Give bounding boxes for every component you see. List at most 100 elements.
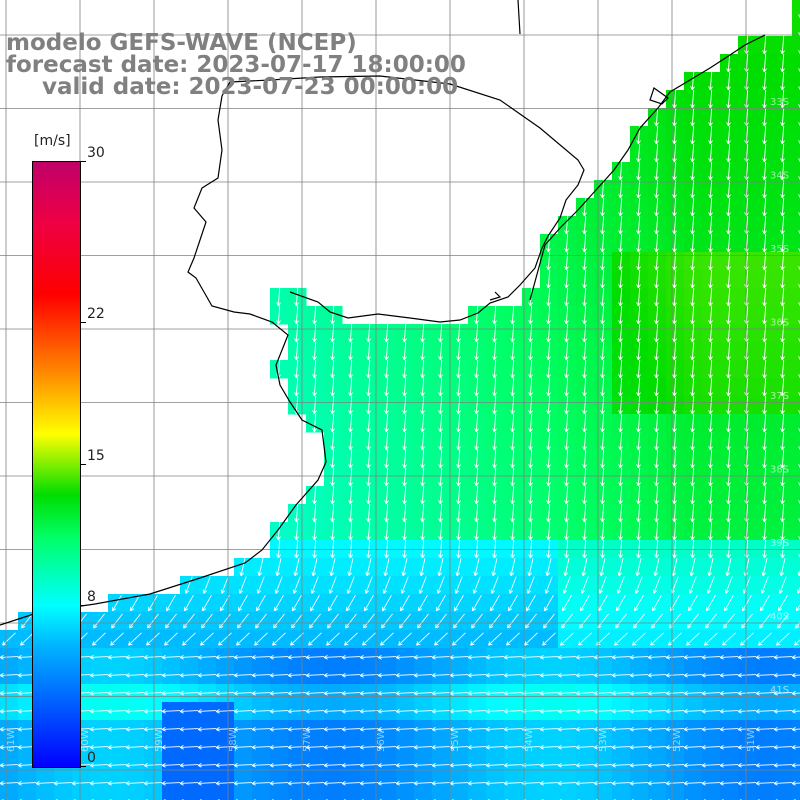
wind-arrow	[701, 690, 721, 696]
wind-arrow	[596, 632, 610, 646]
wind-arrow	[726, 341, 731, 361]
wind-speed-cell	[0, 792, 19, 800]
wind-arrow	[575, 726, 595, 732]
wind-arrow	[329, 558, 336, 577]
wind-arrow	[672, 107, 677, 127]
wind-arrow	[413, 762, 433, 768]
wind-arrow	[654, 233, 659, 253]
wind-arrow	[287, 780, 307, 786]
wind-arrow	[708, 197, 713, 217]
wind-arrow	[510, 449, 515, 469]
wind-arrow	[467, 726, 487, 732]
wind-arrow	[416, 632, 430, 646]
wind-arrow	[564, 503, 569, 523]
longitude-label: 51W	[746, 729, 757, 752]
wind-arrow	[708, 305, 713, 325]
wind-arrow	[492, 359, 497, 379]
wind-arrow	[420, 539, 425, 559]
wind-arrow	[636, 431, 641, 451]
wind-arrow	[690, 359, 695, 379]
wind-arrow	[492, 341, 497, 361]
wind-arrow	[294, 539, 299, 559]
wind-arrow	[652, 576, 661, 594]
wind-arrow	[600, 233, 605, 253]
wind-arrow	[708, 467, 713, 487]
wind-arrow	[636, 341, 641, 361]
wind-arrow	[305, 762, 325, 768]
wind-arrow	[726, 269, 731, 289]
wind-arrow	[687, 613, 699, 629]
wind-arrow	[510, 521, 515, 541]
wind-arrow	[654, 107, 659, 127]
wind-arrow	[377, 744, 397, 750]
wind-arrow	[701, 744, 721, 750]
wind-arrow	[564, 233, 569, 253]
wind-arrow	[636, 413, 641, 433]
wind-arrow	[688, 594, 698, 612]
wind-arrow	[179, 708, 199, 714]
wind-arrow	[564, 323, 569, 343]
wind-arrow	[654, 503, 659, 523]
wind-arrow	[161, 762, 181, 768]
wind-arrow	[251, 726, 271, 732]
wind-arrow	[737, 690, 757, 696]
wind-arrow	[341, 780, 361, 786]
wind-arrow	[582, 377, 587, 397]
wind-arrow	[438, 449, 443, 469]
wind-arrow	[672, 467, 677, 487]
wind-arrow	[182, 632, 196, 646]
wind-arrow	[798, 50, 800, 55]
wind-arrow	[726, 251, 731, 271]
wind-arrow	[708, 179, 713, 199]
wind-arrow	[773, 762, 793, 768]
wind-arrow	[402, 341, 407, 361]
wind-arrow	[420, 341, 425, 361]
wind-arrow	[762, 35, 767, 55]
wind-arrow	[166, 594, 176, 612]
wind-arrow	[636, 359, 641, 379]
wind-arrow	[636, 395, 641, 415]
wind-arrow	[506, 632, 520, 646]
colorbar-tick-label: 30	[87, 145, 105, 161]
wind-arrow	[312, 485, 317, 505]
wind-arrow	[629, 654, 649, 660]
wind-arrow	[791, 654, 800, 660]
wind-arrow	[402, 539, 407, 559]
longitude-label: 59W	[154, 729, 165, 752]
wind-arrow	[273, 613, 285, 629]
latitude-label: 33S	[770, 97, 789, 108]
wind-arrow	[147, 613, 159, 629]
wind-arrow	[467, 762, 487, 768]
wind-arrow	[600, 377, 605, 397]
wind-arrow	[636, 251, 641, 271]
wind-arrow	[383, 558, 390, 577]
wind-arrow	[510, 539, 515, 559]
wind-arrow	[600, 539, 605, 559]
wind-arrow	[683, 690, 703, 696]
wind-arrow	[218, 632, 232, 646]
wind-arrow	[726, 215, 731, 235]
wind-arrow	[251, 762, 271, 768]
wind-arrow	[528, 341, 533, 361]
wind-arrow	[672, 125, 677, 145]
wind-arrow	[690, 341, 695, 361]
wind-arrow	[634, 576, 643, 594]
wind-arrow	[456, 413, 461, 433]
wind-arrow	[377, 726, 397, 732]
wind-speed-cell	[252, 792, 271, 800]
wind-arrow	[690, 107, 695, 127]
wind-arrow	[636, 161, 641, 181]
wind-arrow	[618, 359, 623, 379]
wind-arrow	[798, 284, 800, 289]
wind-arrow	[726, 395, 731, 415]
wind-arrow	[402, 431, 407, 451]
wind-arrow	[726, 143, 731, 163]
wind-arrow	[492, 449, 497, 469]
wind-speed-cell	[162, 792, 181, 800]
wind-arrow	[179, 762, 199, 768]
wind-arrow	[215, 672, 235, 678]
wind-speed-cell	[792, 144, 800, 163]
wind-arrow	[366, 341, 371, 361]
wind-arrow	[798, 230, 800, 235]
wind-arrow	[359, 726, 379, 732]
